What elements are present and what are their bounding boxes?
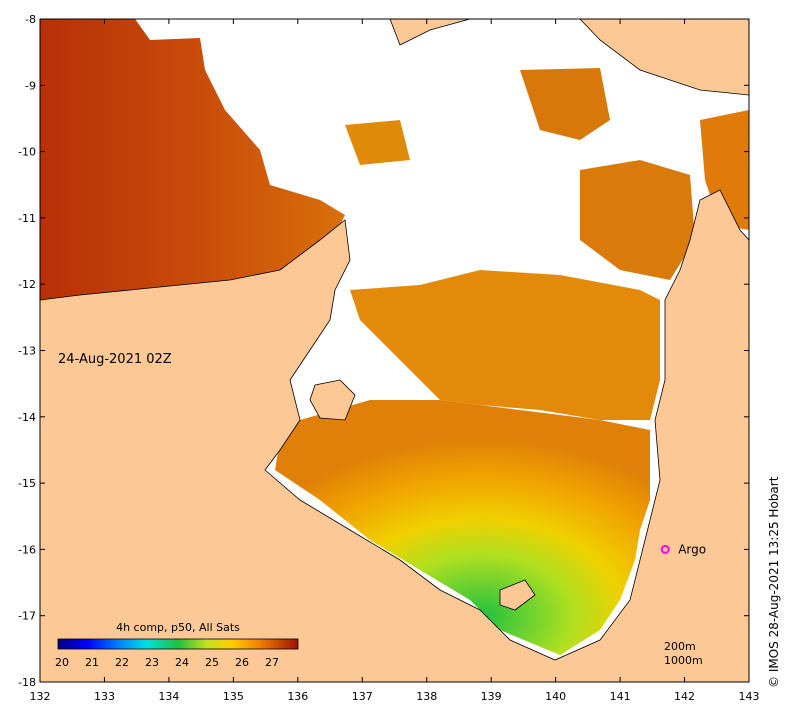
x-tick-label: 141 — [610, 690, 631, 703]
x-tick-label: 137 — [352, 690, 373, 703]
x-axis: 132 133 134 135 136 137 138 139 140 141 142 143 — [30, 19, 760, 703]
isobath-200m: 200m — [664, 640, 696, 653]
colorbar-label: 20 — [55, 656, 69, 669]
x-tick-label: 135 — [223, 690, 244, 703]
sst-small-north — [345, 120, 410, 165]
y-tick-label: -15 — [18, 477, 36, 490]
island-mornington — [499, 579, 536, 611]
sst-central — [350, 270, 660, 420]
x-tick-label: 136 — [287, 690, 308, 703]
x-tick-label: 143 — [739, 690, 760, 703]
y-tick-label: -13 — [18, 345, 36, 358]
y-tick-label: -18 — [18, 676, 36, 689]
island-groote — [309, 379, 356, 421]
sst-north-patch — [520, 68, 610, 140]
argo-icon[interactable] — [660, 544, 670, 554]
colorbar: 4h comp, p50, All Sats 20 21 22 23 24 25 26 27 — [55, 621, 299, 669]
x-tick-label: 133 — [94, 690, 115, 703]
sst-northwest — [40, 19, 345, 305]
copyright-label: © IMOS 28-Aug-2021 13:25 Hobart — [767, 476, 781, 688]
colorbar-label: 22 — [115, 656, 129, 669]
colorbar-label: 25 — [205, 656, 219, 669]
sst-east-patch — [580, 160, 695, 280]
colorbar-label: 26 — [235, 656, 249, 669]
y-tick-label: -12 — [18, 278, 36, 291]
y-axis: -8 -9 -10 -11 -12 -13 -14 -15 -16 -17 -18 — [18, 13, 749, 689]
x-tick-label: 139 — [481, 690, 502, 703]
x-tick-label: 134 — [158, 690, 179, 703]
colorbar-label: 21 — [85, 656, 99, 669]
colorbar-label: 23 — [145, 656, 159, 669]
isobath-legend: 200m 1000m — [664, 640, 703, 667]
colorbar-label: 27 — [265, 656, 279, 669]
sst-gulf — [275, 400, 650, 655]
colorbar-title: 4h comp, p50, All Sats — [116, 621, 240, 634]
land-arnhem — [40, 189, 749, 682]
y-tick-label: -17 — [18, 610, 36, 623]
colorbar-scale — [57, 638, 299, 650]
x-tick-label: 138 — [416, 690, 437, 703]
x-tick-label: 142 — [674, 690, 695, 703]
argo-label: Argo — [678, 542, 706, 556]
y-tick-label: -10 — [18, 146, 36, 159]
y-tick-label: -14 — [18, 411, 36, 424]
argo-marker[interactable]: Argo — [660, 542, 706, 556]
y-tick-label: -9 — [25, 79, 36, 92]
x-tick-label: 140 — [545, 690, 566, 703]
date-label: 24-Aug-2021 02Z — [58, 352, 172, 367]
y-tick-label: -8 — [25, 13, 36, 26]
x-tick-label: 132 — [30, 690, 51, 703]
y-tick-label: -11 — [18, 212, 36, 225]
land-png — [389, 19, 749, 96]
isobath-1000m: 1000m — [664, 654, 703, 667]
y-tick-label: -16 — [18, 543, 36, 556]
colorbar-label: 24 — [175, 656, 189, 669]
